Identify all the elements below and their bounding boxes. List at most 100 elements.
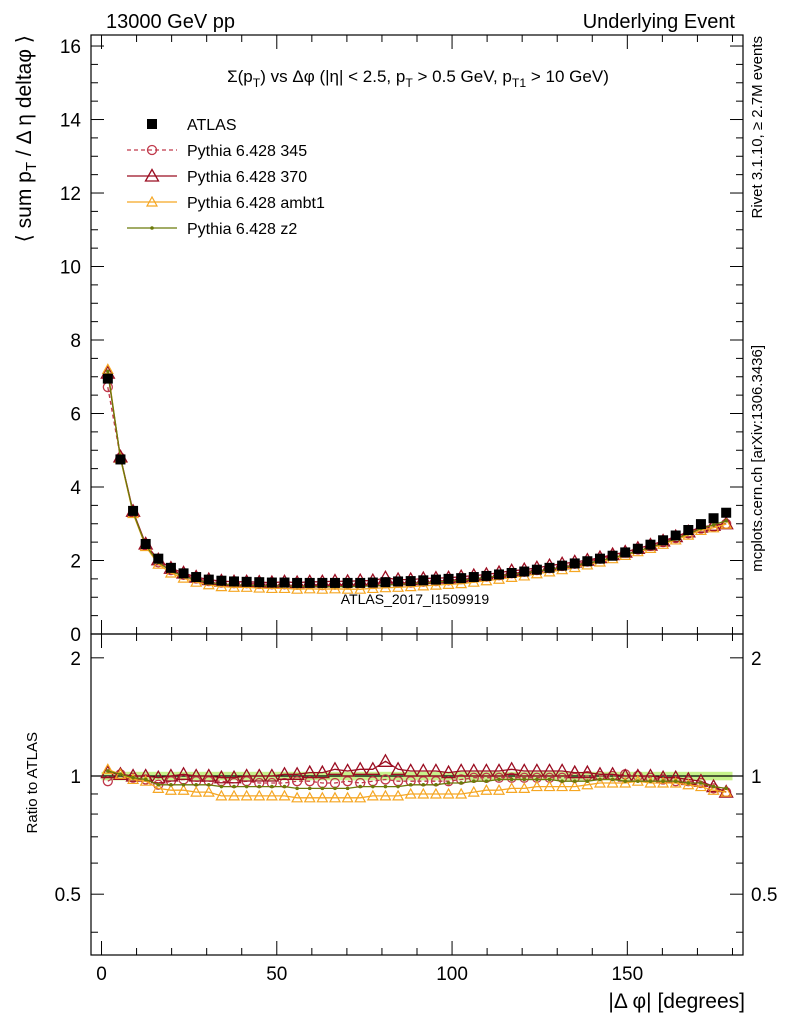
watermark: ATLAS_2017_I1509919 [341,591,490,607]
pythia-6-428-ambt1-point [417,579,430,591]
y-tick-label: 2 [70,552,81,573]
pythia-6-428-370-ratio-point [390,761,406,775]
legend-label-pythia-6-428-ambt1: Pythia 6.428 ambt1 [187,195,325,212]
pythia-6-428-z2-ratio-point [497,777,501,782]
atlas-point [670,530,681,541]
pythia-6-428-370-ratio-point [201,768,217,782]
ratio-tick-label-right: 1 [751,767,762,788]
atlas-point [519,566,530,577]
pythia-6-428-z2-ratio-line [107,770,727,790]
pythia-6-428-ambt1-ratio-point [429,787,442,799]
plot-title: Σ(pT) vs Δφ (|η| < 2.5, pT > 0.5 GeV, pT… [227,67,609,90]
pythia-6-428-370-ratio-point [175,766,192,780]
atlas-point [658,535,669,546]
atlas-point [418,575,429,586]
atlas-point [317,577,328,588]
atlas-point [279,577,290,588]
pythia-6-428-ambt1-point [354,582,367,594]
atlas-point [481,570,492,581]
pythia-6-428-z2-point [106,369,110,374]
pythia-6-428-ambt1-ratio-point [581,778,594,790]
y-tick-label: 4 [70,478,81,499]
legend-label-pythia-6-428-z2: Pythia 6.428 z2 [187,221,297,238]
atlas-point [393,576,404,587]
pythia-6-428-z2-ratio-point [131,775,135,780]
atlas-point [229,576,240,587]
legend-label-pythia-6-428-345: Pythia 6.428 345 [187,143,307,160]
atlas-point [544,562,555,573]
ratio-frame [90,633,744,956]
pythia-6-428-ambt1-ratio-point [530,780,543,792]
pythia-6-428-z2-ratio-point [206,782,211,787]
atlas-point [178,568,189,579]
pythia-6-428-z2-ratio-point [421,782,426,787]
pythia-6-428-ambt1-point [379,581,392,593]
pythia-6-428-z2-point [724,519,728,523]
pythia-6-428-370-ratio-point [403,763,419,777]
pythia-6-428-370-ratio-point [188,768,204,782]
pythia-6-428-ambt1-ratio-point [543,780,556,792]
pythia-6-428-z2-point [711,523,716,527]
pythia-6-428-ambt1-ratio-point [619,776,632,788]
legend-label-atlas: ATLAS [187,117,237,134]
x-tick-label: 0 [96,964,107,985]
legend-marker-pythia-6-428-345 [146,144,158,156]
pythia-6-428-ambt1-ratio-point [316,791,329,803]
ratio-tick-label-right: 2 [751,649,762,670]
pythia-6-428-ambt1-point [328,582,341,594]
y-tick-label: 16 [60,37,81,58]
pythia-6-428-z2-ratio-point [598,777,602,782]
pythia-6-428-z2-ratio-point [345,786,350,791]
y-tick-label: 6 [70,405,81,426]
pythia-6-428-ambt1-ratio-point [354,791,367,803]
pythia-6-428-370-ratio-point [239,768,255,782]
pythia-6-428-345-ratio-point [304,776,315,787]
legend-marker-pythia-6-428-ambt1 [145,195,159,207]
pythia-6-428-z2-ratio-point [560,779,564,784]
pythia-6-428-ambt1-ratio-point [480,783,493,795]
y-tick-label: 10 [60,258,81,279]
pythia-6-428-370-point [718,515,734,530]
atlas-point [430,574,441,585]
atlas-point [380,577,391,588]
pythia-6-428-z2-ratio-point [471,779,476,784]
atlas-point [620,547,631,558]
pythia-6-428-345-ratio-point [493,772,505,783]
pythia-6-428-z2-ratio-point [434,782,438,787]
pythia-6-428-345-ratio-point [291,776,303,787]
pythia-6-428-ambt1-ratio-point [265,789,278,801]
pythia-6-428-z2-ratio-point [219,784,224,789]
pythia-6-428-ambt1-point [278,582,291,594]
atlas-point [594,553,605,564]
pythia-6-428-ambt1-point [442,578,455,589]
pythia-6-428-ambt1-ratio-point [392,789,405,801]
pythia-6-428-ambt1-point [291,582,304,594]
atlas-point [683,525,694,536]
pythia-6-428-ambt1-ratio-point [442,787,455,799]
atlas-point [405,576,416,587]
pythia-6-428-z2-ratio-point [535,777,539,782]
legend-marker-pythia-6-428-370 [144,168,160,182]
pythia-6-428-z2-ratio-point [295,786,299,791]
x-axis-title: |Δ φ| [degrees] [608,990,745,1013]
pythia-6-428-370-ratio-point [302,764,318,779]
atlas-point [355,577,366,588]
atlas-point [443,573,454,584]
pythia-6-428-ambt1-ratio-point [417,787,430,799]
pythia-6-428-ambt1-point [265,582,278,594]
pythia-6-428-z2-ratio-point [711,784,716,789]
pythia-6-428-z2-ratio-point [724,786,728,791]
pythia-6-428-ambt1-ratio-point [707,783,720,795]
pythia-6-428-345-ratio-point [102,776,113,787]
pythia-6-428-ambt1-point [215,580,228,592]
pythia-6-428-z2-ratio-point [194,782,198,787]
pythia-6-428-ambt1-ratio-point [493,783,506,795]
pythia-6-428-z2-ratio-point [572,779,577,784]
pythia-6-428-370-ratio-point [352,761,368,775]
atlas-point [329,577,340,588]
pythia-6-428-ambt1-point [240,581,253,592]
pythia-6-428-z2-ratio-point [181,782,186,787]
legend-label-pythia-6-428-370: Pythia 6.428 370 [187,169,307,186]
pythia-6-428-ambt1-ratio-point [644,776,657,788]
